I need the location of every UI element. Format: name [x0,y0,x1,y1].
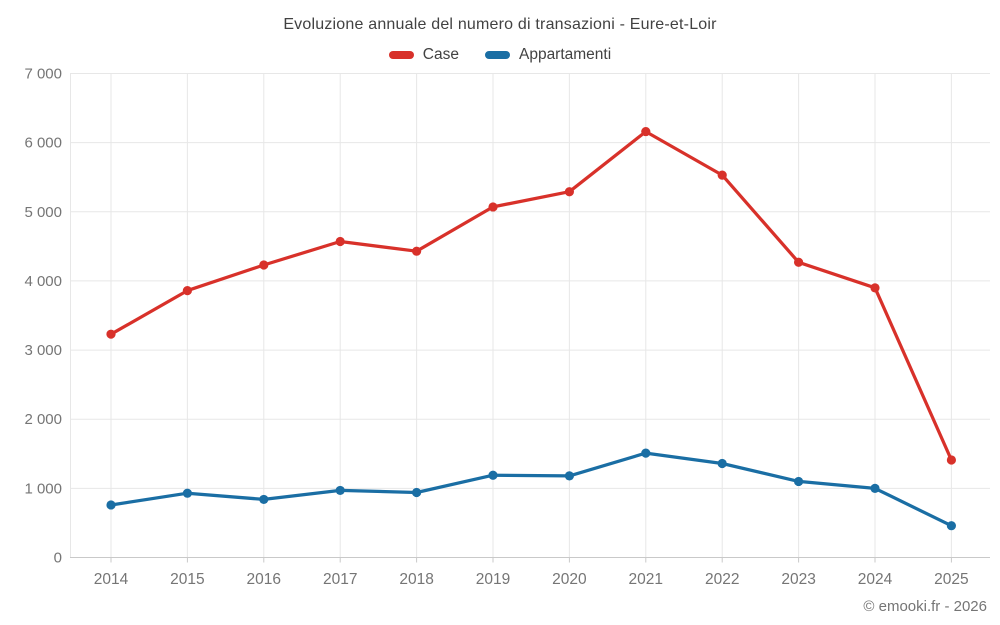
data-point-appartamenti-2015[interactable] [182,488,192,498]
data-point-case-2022[interactable] [717,170,727,180]
data-point-appartamenti-2020[interactable] [564,471,575,481]
y-tick-label: 5 000 [24,204,62,221]
data-point-appartamenti-2021[interactable] [641,448,651,458]
appartamenti-series-swatch [484,51,510,59]
y-tick-label: 4 000 [24,273,62,290]
x-tick-label: 2019 [476,571,510,588]
x-axis [70,557,990,563]
data-point-case-2016[interactable] [259,260,269,270]
x-tick-label: 2020 [552,571,587,588]
data-point-case-2024[interactable] [870,283,880,293]
series-case [106,126,957,465]
data-point-case-2021[interactable] [641,126,651,137]
x-tick-label: 2015 [170,571,204,588]
case-series-swatch [388,51,414,59]
series-line [109,451,954,528]
data-point-appartamenti-2024[interactable] [870,483,880,493]
series-appartamenti [106,448,957,531]
data-point-case-2014[interactable] [106,329,116,339]
y-tick-label: 6 000 [24,135,62,152]
chart-title: Evoluzione annuale del numero di transaz… [283,16,717,33]
data-point-case-2025[interactable] [946,455,957,465]
legend-item-appartamenti[interactable]: Appartamenti [484,46,612,64]
data-point-case-2017[interactable] [335,236,345,247]
data-point-appartamenti-2014[interactable] [106,500,116,510]
x-tick-label: 2023 [781,571,815,588]
data-point-appartamenti-2022[interactable] [717,458,727,469]
x-axis-labels: 2014 2015 2016 2017 2018 2019 2020 2021 2022 2023… [94,571,969,588]
y-axis-labels: 0 1 000 2 000 3 000 4 000 5 000 6 000 7 000 [24,66,62,567]
legend-item-case[interactable]: Case [388,46,459,64]
data-point-case-2019[interactable] [488,202,498,212]
y-tick-label: 3 000 [24,342,62,359]
data-point-appartamenti-2023[interactable] [794,476,804,487]
data-point-case-2020[interactable] [564,187,575,197]
legend-label-appartamenti: Appartamenti [518,46,612,63]
data-point-appartamenti-2025[interactable] [946,521,957,531]
data-point-appartamenti-2017[interactable] [335,485,345,496]
data-point-appartamenti-2019[interactable] [488,470,498,480]
data-point-case-2023[interactable] [794,257,804,267]
legend: Case Appartamenti [0,46,1000,64]
x-tick-label: 2025 [934,571,968,588]
y-tick-label: 0 [54,550,62,567]
y-tick-label: 2 000 [24,411,62,428]
series-line [109,129,954,462]
legend-label-case: Case [422,46,459,63]
x-tick-label: 2018 [399,571,433,588]
x-tick-label: 2016 [247,571,281,588]
x-tick-label: 2021 [629,571,663,588]
data-point-case-2018[interactable] [412,246,422,256]
copyright-text: © emooki.fr - 2026 [863,598,987,615]
data-point-appartamenti-2018[interactable] [412,487,422,498]
x-tick-label: 2024 [858,571,893,588]
gridlines [70,73,990,558]
x-tick-label: 2014 [94,571,129,588]
y-tick-label: 7 000 [24,66,62,83]
data-point-appartamenti-2016[interactable] [259,494,269,505]
x-tick-label: 2022 [705,571,739,588]
x-tick-label: 2017 [323,571,357,588]
y-tick-label: 1 000 [24,480,62,497]
data-point-case-2015[interactable] [182,286,192,296]
